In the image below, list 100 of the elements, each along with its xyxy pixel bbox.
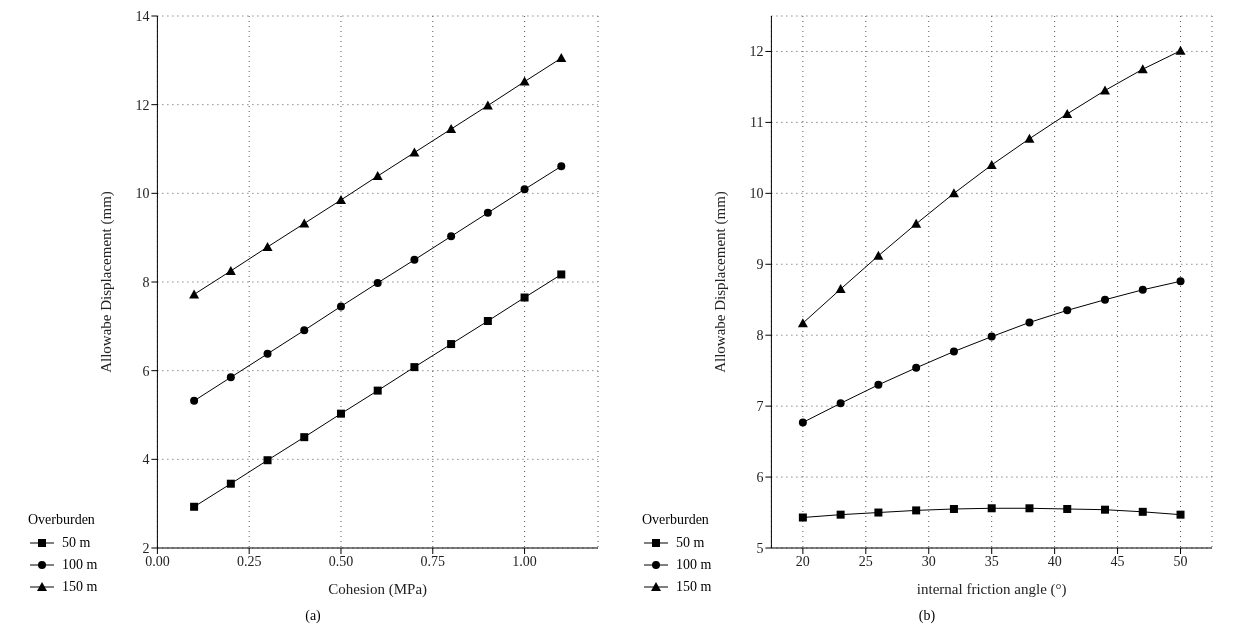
legend-label: 150 m	[62, 579, 98, 595]
point	[1137, 64, 1148, 74]
point	[836, 510, 845, 519]
x-axis-title: internal friction angle (°)	[916, 581, 1067, 598]
point	[190, 502, 199, 511]
point	[190, 396, 199, 405]
y-tick-label: 11	[749, 115, 764, 131]
point	[447, 232, 456, 241]
y-tick-label: 10	[749, 186, 764, 202]
legend-title: Overburden	[28, 512, 96, 528]
y-tick-label: 4	[142, 452, 150, 468]
legend-label: 50 m	[62, 535, 91, 551]
x-axis-title: Cohesion (MPa)	[328, 581, 428, 598]
point	[519, 76, 530, 86]
point	[797, 318, 808, 328]
point	[336, 302, 345, 311]
point	[874, 508, 883, 517]
point	[1063, 504, 1072, 513]
point	[1062, 108, 1073, 118]
point	[1025, 318, 1034, 327]
x-tick-label: 35	[984, 553, 999, 569]
point	[520, 185, 529, 194]
y-tick-label: 12	[749, 44, 764, 60]
y-axis-title: Allowabe Displacement (mm)	[711, 191, 729, 373]
x-tick-label: 25	[858, 553, 873, 569]
point	[263, 349, 272, 358]
point	[520, 293, 529, 302]
point	[949, 504, 958, 513]
point	[912, 506, 921, 515]
y-tick-label: 8	[756, 328, 764, 344]
point	[1025, 504, 1034, 513]
x-tick-label: 0.25	[236, 553, 262, 569]
point	[949, 347, 958, 356]
point	[556, 53, 567, 63]
point	[835, 284, 846, 294]
point	[557, 162, 566, 171]
y-tick-label: 12	[135, 97, 150, 113]
legend-label: 100 m	[62, 557, 98, 573]
point	[986, 159, 997, 169]
legend-label: 100 m	[676, 557, 712, 573]
y-tick-label: 7	[756, 399, 764, 415]
point	[987, 504, 996, 513]
point	[873, 250, 884, 260]
y-tick-label: 10	[135, 186, 150, 202]
y-tick-label: 9	[756, 257, 764, 273]
point	[1100, 295, 1109, 304]
point	[798, 418, 807, 427]
point	[263, 456, 272, 465]
point	[482, 100, 493, 110]
legend-title: Overburden	[642, 512, 710, 528]
x-tick-label: 1.00	[512, 553, 537, 569]
point	[836, 399, 845, 408]
point	[262, 241, 273, 251]
y-axis-title: Allowabe Displacement (mm)	[97, 191, 115, 373]
point	[300, 326, 309, 335]
point	[483, 317, 492, 326]
point	[1024, 133, 1035, 143]
x-tick-label: 0.75	[420, 553, 446, 569]
point	[911, 218, 922, 228]
point	[336, 409, 345, 418]
point	[409, 147, 420, 157]
point	[226, 479, 235, 488]
point	[1176, 510, 1185, 519]
point	[912, 363, 921, 372]
point	[225, 265, 236, 275]
y-tick-label: 14	[135, 8, 150, 24]
point	[987, 332, 996, 341]
point	[410, 255, 419, 264]
point	[373, 278, 382, 287]
point	[1063, 306, 1072, 315]
point	[447, 340, 456, 349]
point	[300, 433, 309, 442]
x-tick-label: 20	[795, 553, 810, 569]
y-tick-label: 8	[142, 274, 150, 290]
legend-label: 150 m	[676, 579, 712, 595]
y-tick-label: 6	[142, 363, 150, 379]
point	[446, 124, 457, 134]
point	[1175, 45, 1186, 55]
point	[373, 386, 382, 395]
point	[189, 289, 200, 299]
point	[874, 380, 883, 389]
point	[1138, 285, 1147, 294]
legend-label: 50 m	[676, 535, 705, 551]
point	[410, 363, 419, 372]
point	[948, 188, 959, 198]
text: (a)	[304, 608, 322, 624]
x-tick-label: 0.00	[145, 553, 170, 569]
point	[557, 270, 566, 279]
x-tick-label: 40	[1047, 553, 1062, 569]
x-tick-label: 0.50	[328, 553, 354, 569]
x-tick-label: 50	[1173, 553, 1188, 569]
x-tick-label: 45	[1110, 553, 1125, 569]
point	[1100, 505, 1109, 514]
point	[372, 171, 383, 181]
text: (b)	[917, 608, 937, 624]
x-tick-label: 30	[921, 553, 936, 569]
point	[226, 373, 235, 382]
y-tick-label: 5	[756, 540, 764, 556]
point	[1138, 507, 1147, 516]
point	[335, 194, 346, 204]
